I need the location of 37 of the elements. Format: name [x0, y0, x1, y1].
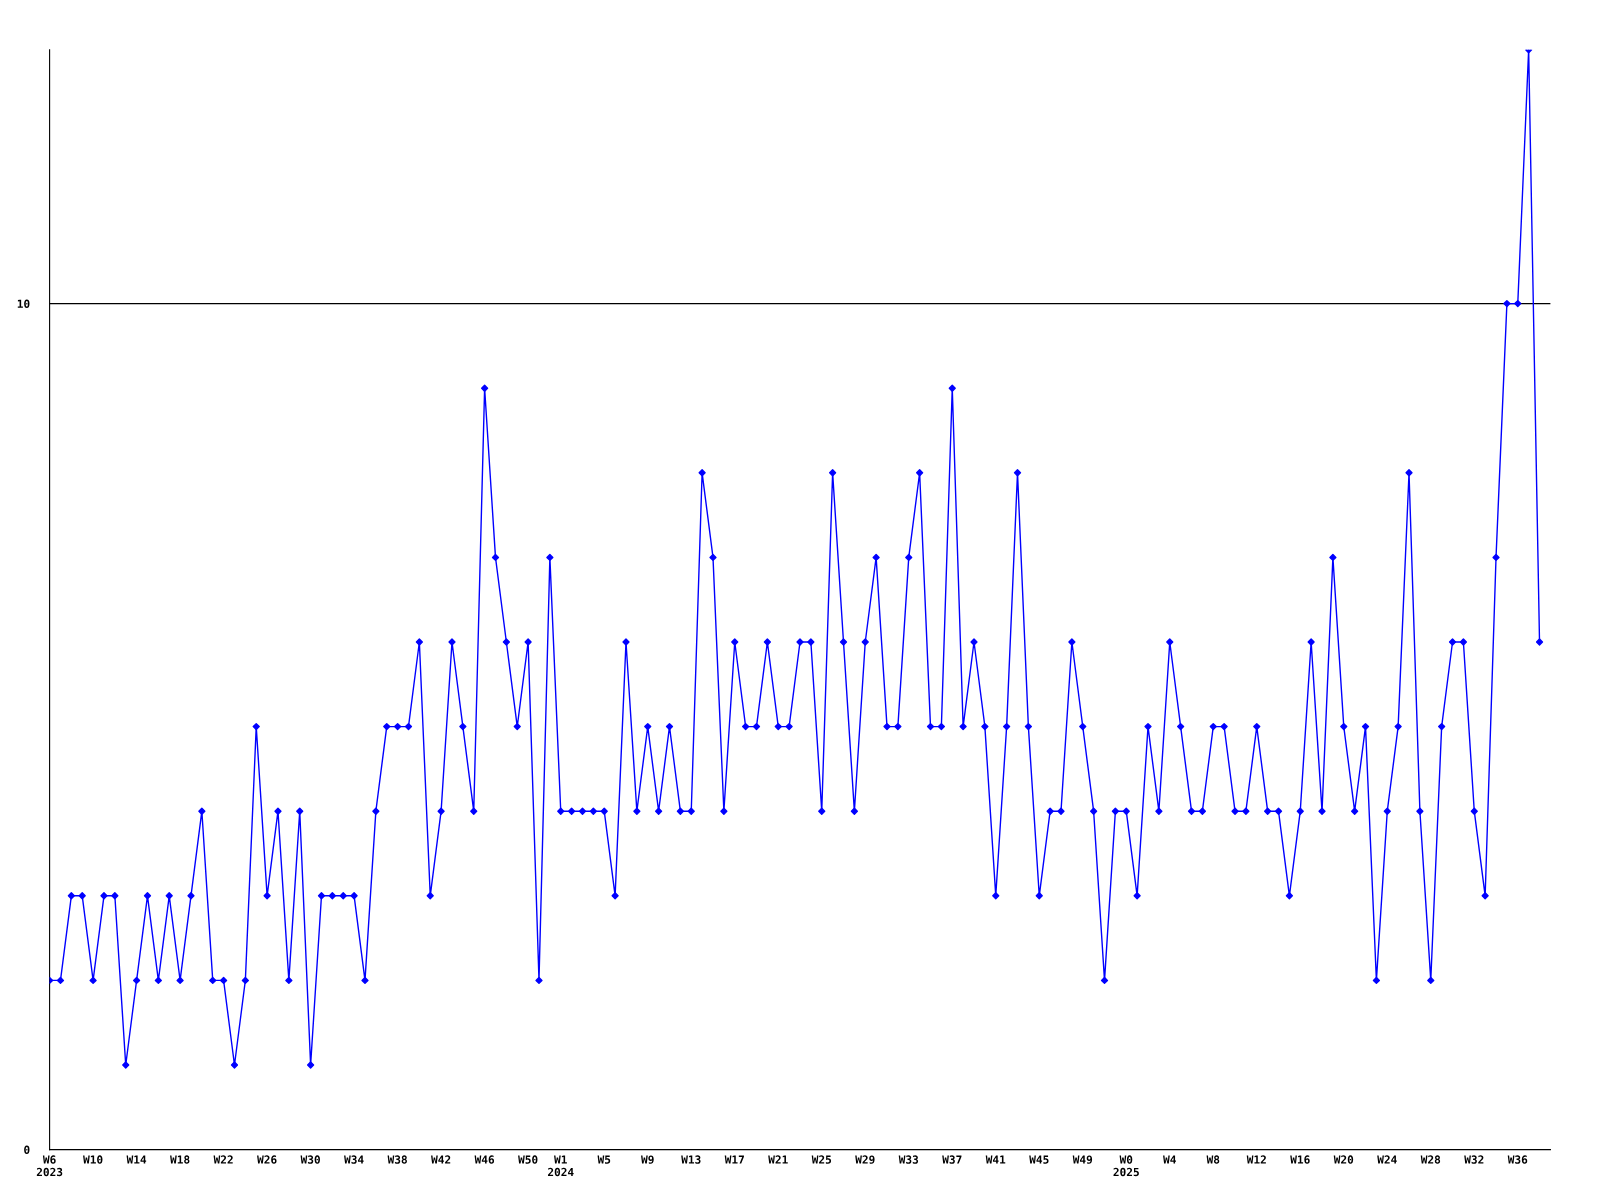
x-tick-label: W25 — [811, 1155, 832, 1164]
x-tick-label: W20 — [1333, 1155, 1354, 1164]
x-tick-label: W30 — [300, 1155, 320, 1164]
x-tick-label: W32 — [1464, 1155, 1484, 1164]
x-tick-label: W21 — [768, 1155, 788, 1164]
x-tick-label: W34 — [344, 1155, 364, 1164]
x-tick-label: W28 — [1420, 1155, 1441, 1164]
x-tick-label: W49 — [1072, 1155, 1093, 1164]
x-tick-label: W10 — [83, 1155, 103, 1164]
x-tick-label: W5 — [597, 1155, 611, 1164]
x-tick-label: W0 2025 — [1113, 1155, 1139, 1177]
x-tick-label: W4 — [1163, 1155, 1176, 1164]
x-tick-label: W18 — [170, 1155, 190, 1164]
x-tick-label: W42 — [431, 1155, 451, 1164]
x-tick-label: W9 — [641, 1155, 654, 1164]
x-tick-label: W6 2023 — [36, 1155, 63, 1177]
x-tick-label: W38 — [387, 1155, 407, 1164]
x-tick-label: W37 — [942, 1155, 962, 1164]
y-tick-label: 10 — [17, 299, 30, 308]
x-tick-label: W26 — [257, 1155, 277, 1164]
x-tick-label: W13 — [681, 1155, 701, 1164]
x-tick-label: W16 — [1290, 1155, 1310, 1164]
x-tick-label: W14 — [126, 1155, 147, 1164]
x-tick-label: W45 — [1029, 1155, 1049, 1164]
x-tick-label: W8 — [1206, 1155, 1220, 1164]
x-tick-label: W41 — [985, 1155, 1006, 1164]
x-tick-label: W33 — [898, 1155, 919, 1164]
y-tick-label: 0 — [24, 1145, 30, 1154]
x-tick-label: W46 — [474, 1155, 495, 1164]
x-tick-label: W22 — [213, 1155, 233, 1164]
x-tick-label: W24 — [1377, 1155, 1397, 1164]
x-tick-label: W1 2024 — [547, 1155, 574, 1177]
x-tick-label: W17 — [724, 1155, 744, 1164]
x-tick-label: W29 — [855, 1155, 875, 1164]
x-tick-label: W12 — [1246, 1155, 1266, 1164]
x-tick-label: W36 — [1507, 1155, 1528, 1164]
x-tick-label: W50 — [518, 1155, 538, 1164]
